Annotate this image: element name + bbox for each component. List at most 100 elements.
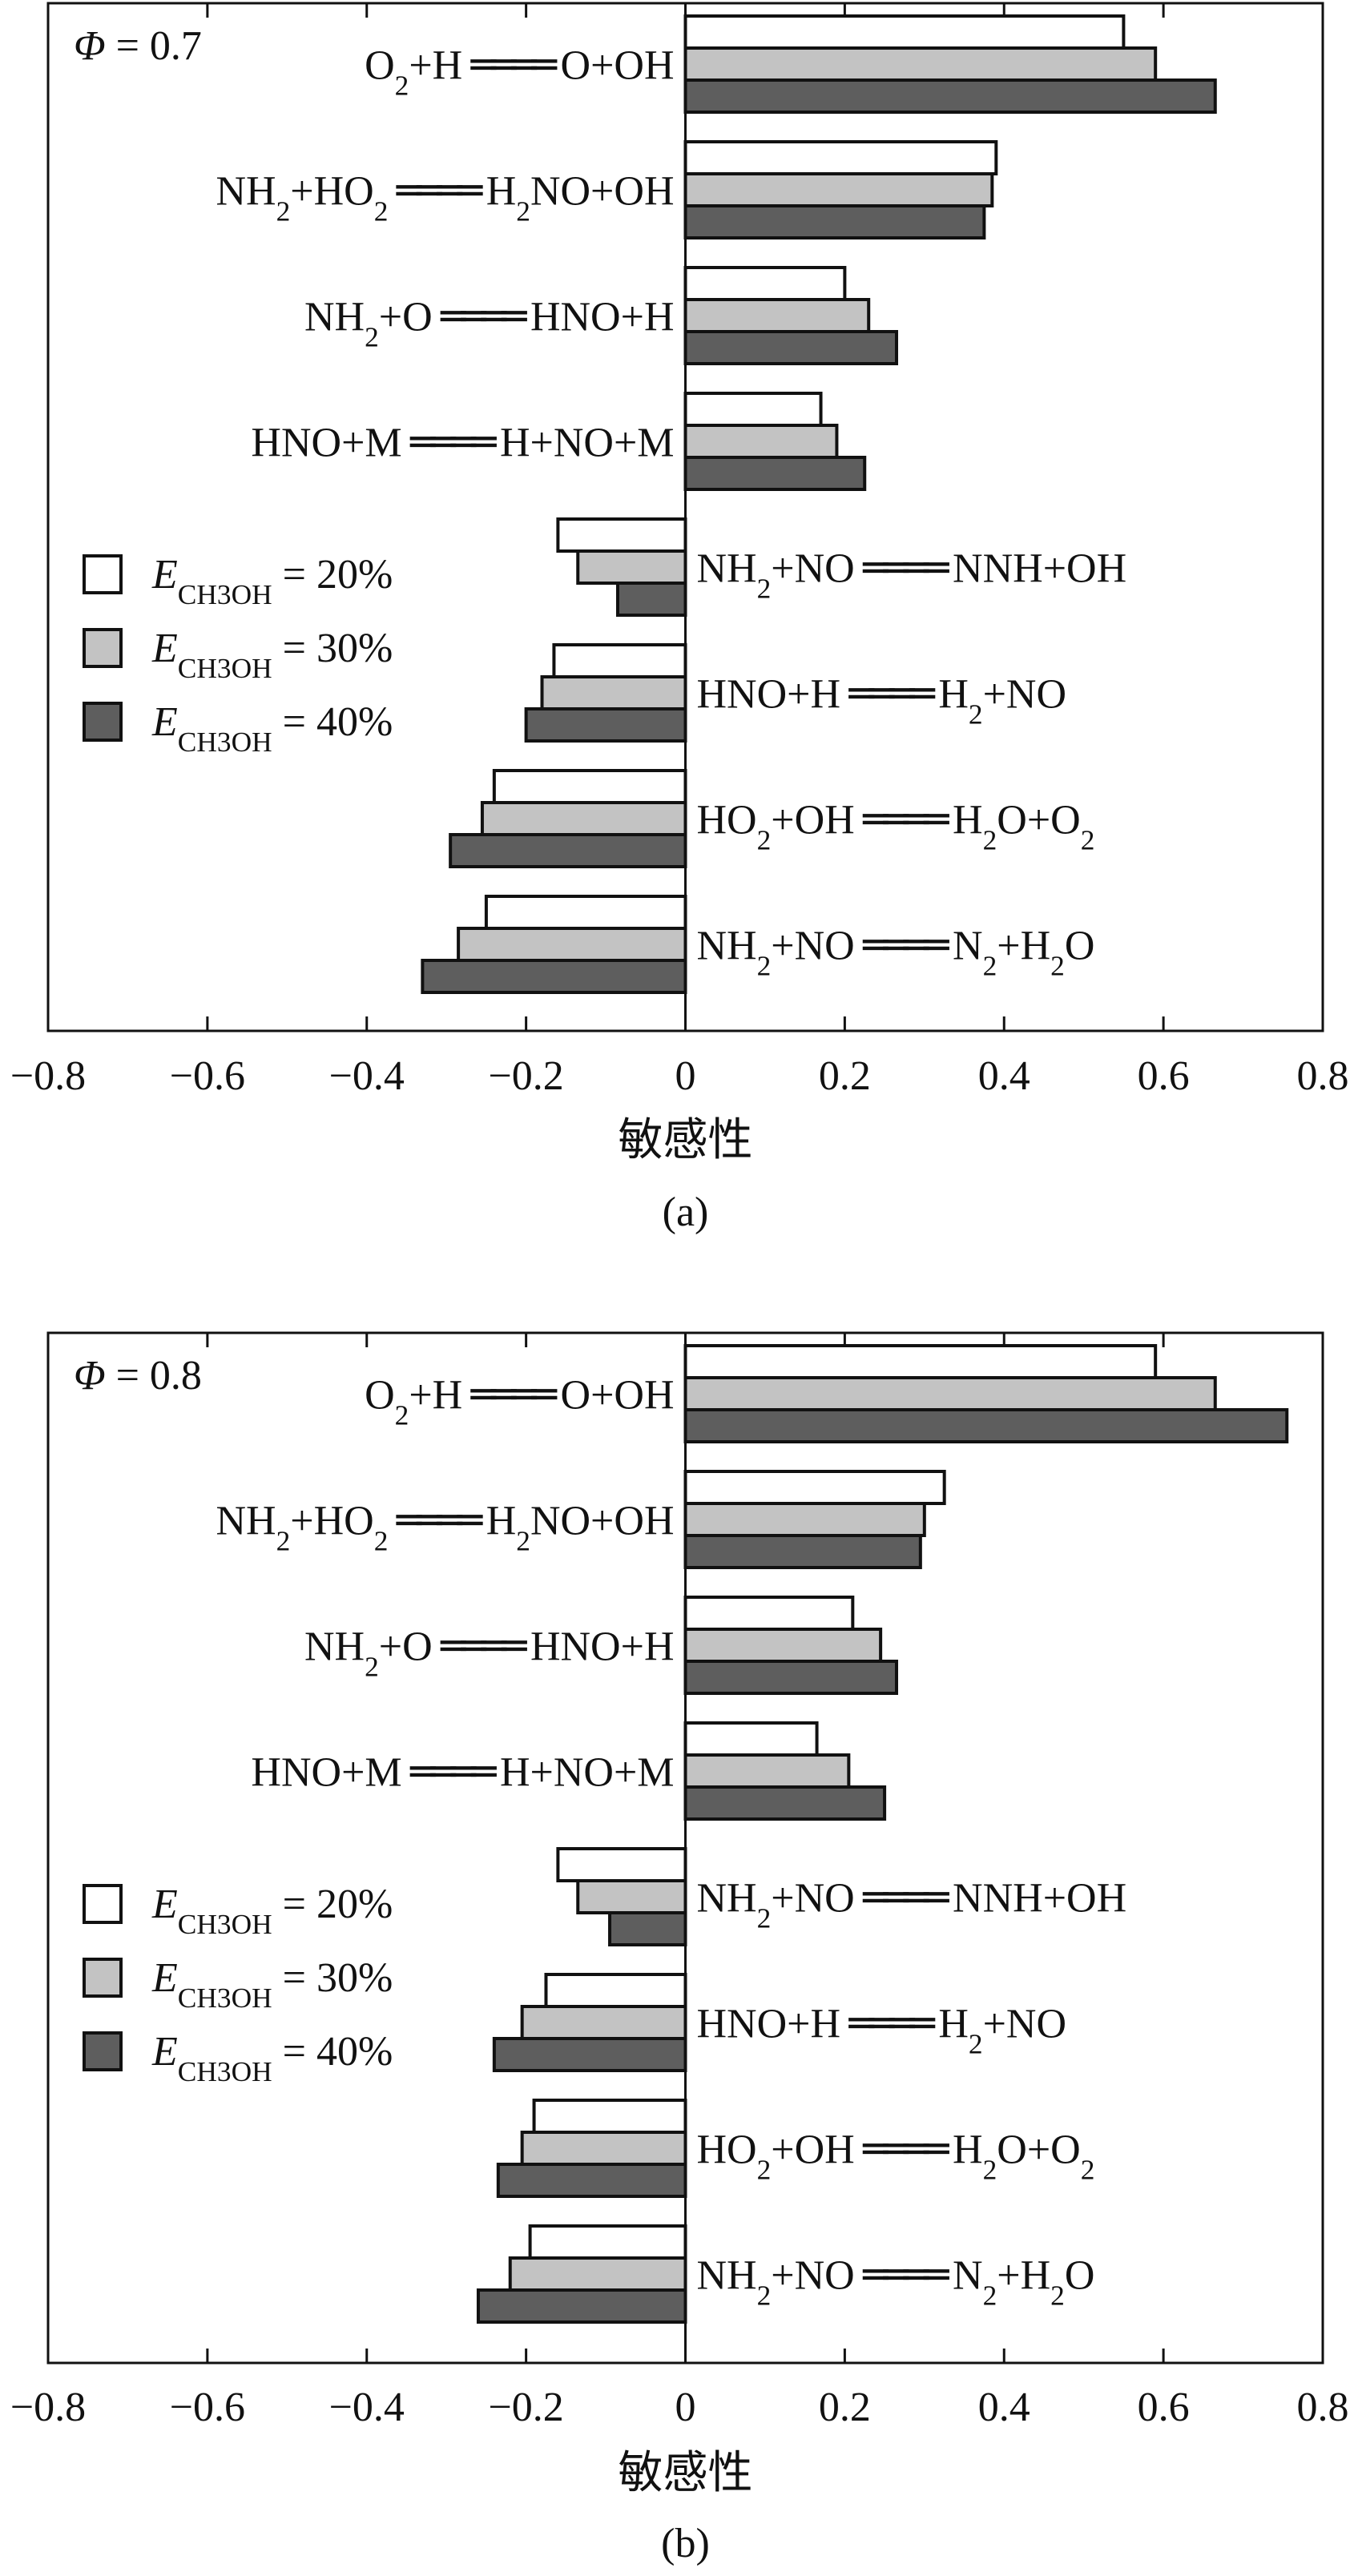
bar-b-0-1 (683, 1376, 1217, 1411)
bar-b-2-1 (683, 1628, 883, 1663)
chart-panel-b: −0.8 −0.6 −0.4 −0.2 0 0.2 0.4 0.6 0.8 敏感性 (b) Φ = 0… (10, 1331, 1349, 2566)
bar-a-5-0 (552, 643, 687, 678)
category-label: NH2+HO2 ════ H2NO+OH (216, 1497, 674, 1557)
bar-b-5-1 (520, 2005, 687, 2040)
bar-b-2-0 (683, 1596, 855, 1631)
bar-b-0-0 (683, 1344, 1158, 1379)
bar-a-5-2 (524, 707, 687, 743)
phi-label: Φ = 0.7 (74, 23, 202, 69)
x-tick-label: −0.4 (329, 2385, 405, 2430)
x-axis-label: 敏感性 (619, 2449, 753, 2498)
x-tick-label: 0.2 (819, 1053, 871, 1099)
x-tick-label: 0 (675, 2385, 696, 2430)
bar-a-6-1 (480, 801, 687, 836)
bar-a-4-2 (615, 582, 687, 617)
bar-a-3-1 (683, 424, 839, 459)
x-tick-label: 0.4 (978, 2385, 1030, 2430)
x-tick-label: −0.6 (170, 1053, 245, 1099)
category-label: HNO+H ════ H2+NO (697, 670, 1067, 731)
bar-a-1-0 (683, 140, 998, 175)
category-label: NH2+NO ════ NNH+OH (697, 545, 1127, 605)
bar-b-2-2 (683, 1660, 899, 1695)
legend-swatch (83, 1884, 123, 1924)
category-label: NH2+HO2 ════ H2NO+OH (216, 167, 674, 227)
bar-b-6-2 (496, 2163, 687, 2198)
bar-a-7-1 (457, 927, 687, 962)
legend-label: ECH3OH = 20% (151, 552, 393, 610)
x-tick-label: 0.8 (1297, 1053, 1349, 1099)
legend-swatch (83, 554, 123, 594)
bar-a-3-0 (683, 392, 823, 427)
bar-a-0-0 (683, 14, 1126, 50)
bar-a-0-2 (683, 78, 1217, 114)
bar-a-7-2 (421, 959, 687, 994)
bar-b-3-0 (683, 1721, 819, 1757)
legend-label: ECH3OH = 40% (151, 699, 393, 758)
x-tick-label: 0.8 (1297, 2385, 1349, 2430)
panel-label: (a) (663, 1189, 709, 1235)
bar-b-7-0 (528, 2224, 687, 2260)
bar-a-1-1 (683, 172, 994, 207)
legend-swatch (83, 2031, 123, 2071)
x-tick-label: −0.2 (488, 1053, 563, 1099)
bar-a-5-1 (540, 675, 687, 710)
category-label: O2+H ════ O+OH (365, 42, 674, 102)
bar-b-6-0 (532, 2099, 687, 2134)
phi-label: Φ = 0.8 (74, 1353, 202, 1399)
panel-label: (b) (661, 2521, 710, 2566)
bar-b-7-2 (476, 2288, 687, 2324)
bar-b-3-2 (683, 1785, 887, 1821)
legend-label: ECH3OH = 30% (151, 1955, 393, 2014)
bar-a-4-1 (576, 549, 687, 585)
bar-a-0-1 (683, 46, 1158, 82)
bar-b-5-2 (492, 2037, 687, 2072)
x-tick-label: −0.4 (329, 1053, 405, 1099)
x-tick-label: −0.8 (10, 2385, 86, 2430)
legend-label: ECH3OH = 40% (151, 2029, 393, 2087)
bar-a-2-1 (683, 298, 871, 333)
category-label: HNO+M ════ H+NO+M (251, 1749, 674, 1797)
bar-b-1-0 (683, 1470, 946, 1505)
chart-panel-a: −0.8 −0.6 −0.4 −0.2 0 0.2 0.4 0.6 0.8 敏感性 (a) Φ = 0… (10, 2, 1349, 1235)
legend-label: ECH3OH = 30% (151, 626, 393, 684)
bar-a-4-0 (556, 517, 687, 553)
x-tick-label: 0.2 (819, 2385, 871, 2430)
x-tick-label: −0.2 (488, 2385, 563, 2430)
category-label: HNO+H ════ H2+NO (697, 2000, 1067, 2060)
x-axis-label: 敏感性 (619, 1116, 753, 1165)
bar-b-4-1 (576, 1879, 687, 1914)
category-label: HO2+OH ════ H2O+O2 (697, 796, 1095, 856)
bar-b-3-1 (683, 1753, 851, 1789)
bar-b-5-0 (544, 1973, 687, 2008)
legend-label: ECH3OH = 20% (151, 1882, 393, 1940)
category-label: NH2+NO ════ NNH+OH (697, 1874, 1127, 1934)
category-label: O2+H ════ O+OH (365, 1371, 674, 1431)
bar-a-7-0 (484, 895, 687, 930)
bar-a-2-0 (683, 266, 847, 301)
bar-a-3-2 (683, 456, 867, 491)
category-label: NH2+O ════ HNO+H (304, 1623, 675, 1683)
x-tick-label: 0.4 (978, 1053, 1030, 1099)
bar-a-6-0 (492, 769, 687, 804)
bar-b-7-1 (508, 2256, 687, 2292)
x-tick-label: −0.6 (170, 2385, 245, 2430)
bar-a-6-2 (449, 833, 687, 868)
bar-b-4-2 (608, 1911, 687, 1946)
bar-b-0-2 (683, 1408, 1289, 1443)
x-tick-label: 0.6 (1138, 1053, 1190, 1099)
x-tick-label: −0.8 (10, 1053, 86, 1099)
bar-a-1-2 (683, 204, 986, 239)
legend-swatch (83, 702, 123, 742)
category-label: NH2+NO ════ N2+H2O (697, 2252, 1095, 2312)
bar-b-1-2 (683, 1534, 922, 1569)
category-label: NH2+NO ════ N2+H2O (697, 922, 1095, 982)
bar-b-4-0 (556, 1847, 687, 1882)
legend-swatch (83, 628, 123, 668)
category-label: NH2+O ════ HNO+H (304, 293, 675, 353)
legend-swatch (83, 1958, 123, 1998)
bar-b-6-1 (520, 2131, 687, 2166)
x-tick-label: 0 (675, 1053, 696, 1099)
bar-a-2-2 (683, 330, 899, 365)
